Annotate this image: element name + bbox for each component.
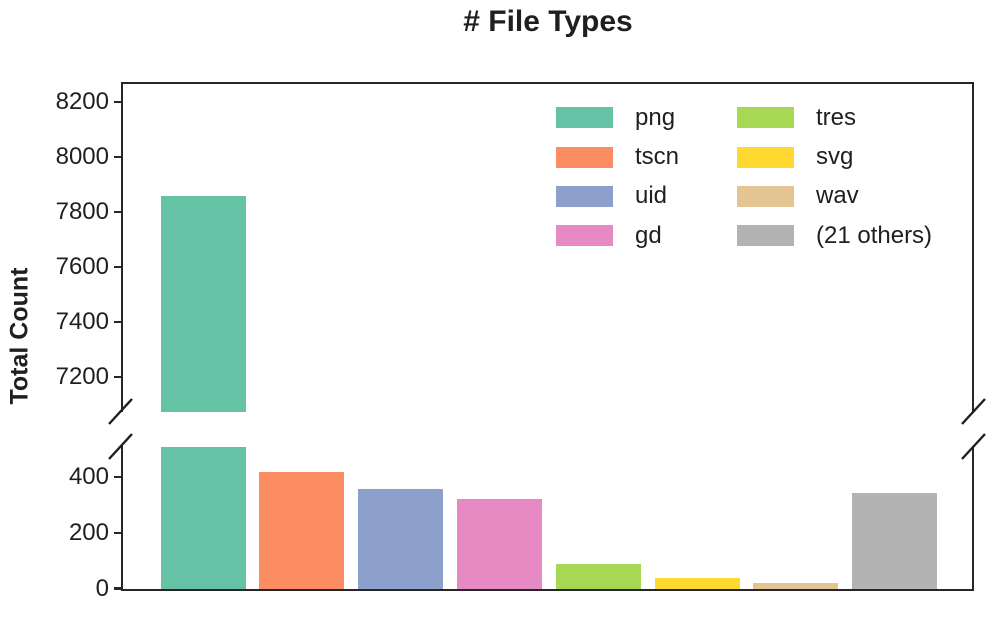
- y-tick-label: 7600: [55, 253, 109, 280]
- y-tick-mark: [114, 210, 122, 214]
- legend-item-png: png: [556, 98, 737, 137]
- legend-label: svg: [816, 143, 854, 171]
- legend-label: gd: [635, 221, 662, 249]
- legend-item-tres: tres: [737, 98, 932, 137]
- y-tick-label: 400: [68, 463, 109, 491]
- legend-item-uid: uid: [556, 177, 737, 216]
- y-tick-mark: [114, 155, 122, 159]
- lower-axes-panel: 400 200 0: [69, 446, 974, 600]
- legend: png tscn uid gd tres svg wav (21 others): [556, 98, 932, 256]
- legend-item-gd: gd: [556, 216, 737, 255]
- legend-label: tres: [816, 103, 857, 131]
- y-tick-label: 200: [68, 518, 109, 546]
- y-tick-label: 8200: [55, 87, 109, 115]
- legend-swatch: [556, 146, 613, 168]
- legend-item-tscn: tscn: [556, 137, 737, 176]
- y-tick-label: 8000: [55, 142, 109, 170]
- upper-axes-panel: 8200 8000 7800 7600 7400 7200: [56, 82, 974, 412]
- bar-21-others: [852, 492, 938, 589]
- y-axis-label: Total Count: [5, 267, 34, 405]
- legend-label: wav: [816, 182, 859, 210]
- legend-swatch: [556, 185, 613, 207]
- legend-item-svg: svg: [737, 137, 932, 176]
- legend-swatch: [737, 225, 794, 247]
- y-tick-label: 7200: [55, 363, 109, 391]
- legend-swatch: [737, 107, 794, 129]
- y-tick-mark: [114, 375, 122, 379]
- y-tick-mark: [114, 100, 122, 104]
- legend-label: tscn: [635, 143, 680, 171]
- y-tick-label: 7800: [55, 197, 109, 225]
- legend-label: png: [635, 103, 676, 131]
- y-tick-mark: [114, 587, 122, 590]
- legend-label: uid: [635, 182, 668, 210]
- bar-tscn: [259, 472, 345, 589]
- legend-swatch: [556, 107, 613, 129]
- y-tick-mark: [114, 475, 122, 479]
- y-tick-label: 0: [95, 574, 109, 602]
- bar-wav: [753, 582, 839, 589]
- bar-svg: [654, 578, 740, 589]
- bar-uid: [358, 489, 444, 589]
- legend-item-21-others: (21 others): [737, 216, 932, 255]
- legend-label: (21 others): [816, 221, 933, 249]
- bar-png: [160, 446, 246, 589]
- y-tick-mark: [114, 265, 122, 269]
- chart-title: # File Types: [463, 5, 633, 38]
- legend-swatch: [556, 225, 613, 247]
- legend-swatch: [737, 185, 794, 207]
- y-tick-mark: [114, 531, 122, 535]
- y-tick-mark: [114, 320, 122, 324]
- legend-swatch: [737, 146, 794, 168]
- y-tick-label: 7400: [55, 308, 109, 336]
- bar-gd: [456, 498, 542, 589]
- bar-tres: [555, 563, 641, 589]
- legend-item-wav: wav: [737, 177, 932, 216]
- bar-png: [160, 195, 246, 412]
